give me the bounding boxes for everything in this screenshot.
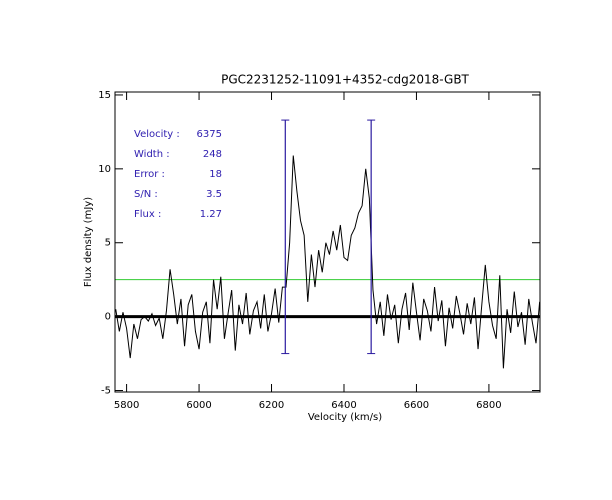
x-tick-label: 6000 [186,400,211,411]
y-tick-label: 5 [105,238,111,249]
chart-title: PGC2231252-11091+4352-cdg2018-GBT [221,73,469,87]
y-axis-label: Flux density (mJy) [83,197,94,287]
x-tick-label: 5800 [114,400,139,411]
y-tick-label: -5 [101,386,111,397]
plot-frame [114,91,541,393]
x-axis-label: Velocity (km/s) [308,412,382,423]
x-tick-label: 6600 [404,400,429,411]
annotation-label: S/N : [134,189,158,200]
spectrum-line [115,155,541,369]
annotation-value: 3.5 [206,189,222,200]
annotation-label: Velocity : [134,129,180,140]
y-tick-label: 0 [105,312,111,323]
x-tick-label: 6800 [476,400,501,411]
y-tick-label: 10 [98,164,111,175]
annotation-label: Width : [134,149,170,160]
x-tick-label: 6400 [331,400,356,411]
annotation-label: Flux : [134,209,161,220]
annotation-value: 248 [203,149,222,160]
annotation-value: 6375 [197,129,222,140]
y-tick-label: 15 [98,90,111,101]
x-tick-label: 6200 [259,400,284,411]
annotation-value: 18 [209,169,222,180]
annotation-value: 1.27 [200,209,222,220]
annotation-label: Error : [134,169,165,180]
